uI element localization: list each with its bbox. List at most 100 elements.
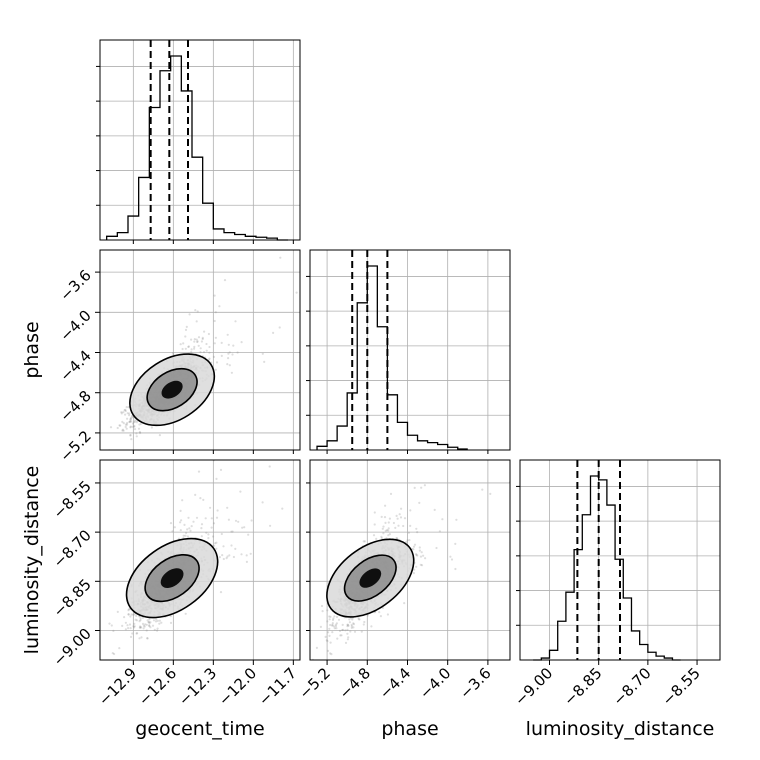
sample-point: [210, 526, 213, 529]
sample-point: [209, 506, 212, 509]
sample-point: [227, 357, 230, 360]
sample-point: [340, 634, 343, 637]
sample-point: [324, 635, 327, 639]
sample-point: [212, 522, 216, 525]
sample-point: [186, 535, 189, 538]
sample-point: [331, 622, 334, 625]
sample-point: [200, 340, 203, 343]
sample-point: [399, 516, 403, 519]
sample-point: [139, 618, 142, 622]
sample-point: [227, 343, 230, 346]
sample-point: [125, 427, 128, 430]
sample-point: [380, 537, 383, 540]
sample-point: [357, 618, 360, 621]
sample-point: [326, 609, 329, 612]
sample-point: [250, 519, 253, 522]
sample-point: [93, 435, 95, 437]
sample-point: [400, 507, 403, 510]
sample-point: [234, 519, 238, 522]
sample-point: [193, 456, 195, 458]
sample-point: [124, 408, 127, 411]
sample-point: [202, 498, 205, 501]
sample-point: [124, 409, 127, 413]
sample-point: [349, 630, 352, 633]
sample-point: [329, 623, 332, 627]
sample-point: [329, 641, 332, 644]
sample-point: [199, 351, 202, 354]
sample-point: [180, 519, 183, 522]
panel-border: [99, 459, 301, 661]
x-tick-label-geocent_time: −11.7: [255, 664, 300, 709]
sample-point: [184, 534, 187, 537]
sample-point: [129, 615, 132, 618]
sample-point: [204, 517, 207, 520]
x-tick-label-luminosity_distance: −9.00: [511, 664, 556, 709]
sample-point: [338, 629, 342, 633]
sample-point: [151, 624, 155, 627]
sample-point: [419, 563, 422, 566]
sample-point: [215, 541, 218, 544]
sample-point: [141, 622, 145, 626]
sample-point: [133, 424, 136, 427]
sample-point: [133, 421, 136, 424]
sample-point: [131, 425, 134, 428]
sample-point: [124, 425, 127, 428]
sample-point: [184, 335, 187, 338]
sample-point: [352, 623, 355, 626]
sample-point: [155, 618, 158, 621]
sample-point: [326, 620, 329, 623]
x-tick-label-luminosity_distance: −8.55: [659, 664, 704, 709]
sample-point: [230, 530, 233, 533]
sample-point: [179, 521, 182, 524]
sample-point: [409, 524, 412, 528]
sample-point: [230, 544, 233, 547]
sample-point: [378, 611, 381, 614]
sample-point: [148, 622, 151, 625]
sample-point: [215, 477, 218, 480]
sample-point: [269, 524, 272, 527]
sample-point: [214, 368, 217, 371]
sample-point: [205, 342, 208, 346]
sample-point: [384, 521, 387, 525]
x-tick-label-geocent_time: −12.9: [95, 664, 140, 709]
sample-point: [129, 417, 132, 420]
sample-point: [158, 619, 161, 622]
y-tick-label-luminosity_distance: −8.85: [50, 575, 95, 620]
sample-point: [352, 626, 355, 629]
sample-point: [135, 432, 138, 435]
sample-point: [360, 630, 363, 633]
sample-point: [173, 526, 176, 529]
y-tick-label-phase: −4.0: [56, 306, 94, 344]
sample-point: [396, 517, 399, 520]
sample-point: [231, 353, 234, 356]
y-tick-label-phase: −5.2: [56, 427, 94, 465]
sample-point: [370, 625, 373, 628]
sample-point: [366, 614, 369, 617]
sample-point: [113, 652, 116, 656]
sample-point: [133, 613, 136, 616]
sample-point: [392, 521, 395, 525]
y-tick-label-phase: −4.8: [56, 387, 94, 425]
sample-point: [130, 416, 133, 419]
sample-point: [433, 508, 436, 511]
sample-point: [413, 486, 416, 489]
sample-point: [169, 522, 173, 525]
sample-point: [333, 615, 336, 618]
sample-point: [144, 623, 147, 626]
sample-point: [218, 556, 221, 559]
sample-point: [333, 627, 336, 630]
sample-point: [135, 632, 138, 635]
sample-point: [341, 628, 344, 632]
sample-point: [135, 421, 138, 424]
sample-point: [112, 629, 115, 633]
sample-point: [135, 614, 138, 618]
sample-point: [341, 623, 344, 627]
sample-point: [387, 527, 390, 530]
sample-point: [328, 634, 331, 638]
sample-point: [215, 361, 219, 364]
sample-point: [201, 337, 204, 341]
sample-point: [336, 637, 339, 640]
sample-point: [423, 484, 426, 487]
sample-point: [382, 525, 385, 528]
